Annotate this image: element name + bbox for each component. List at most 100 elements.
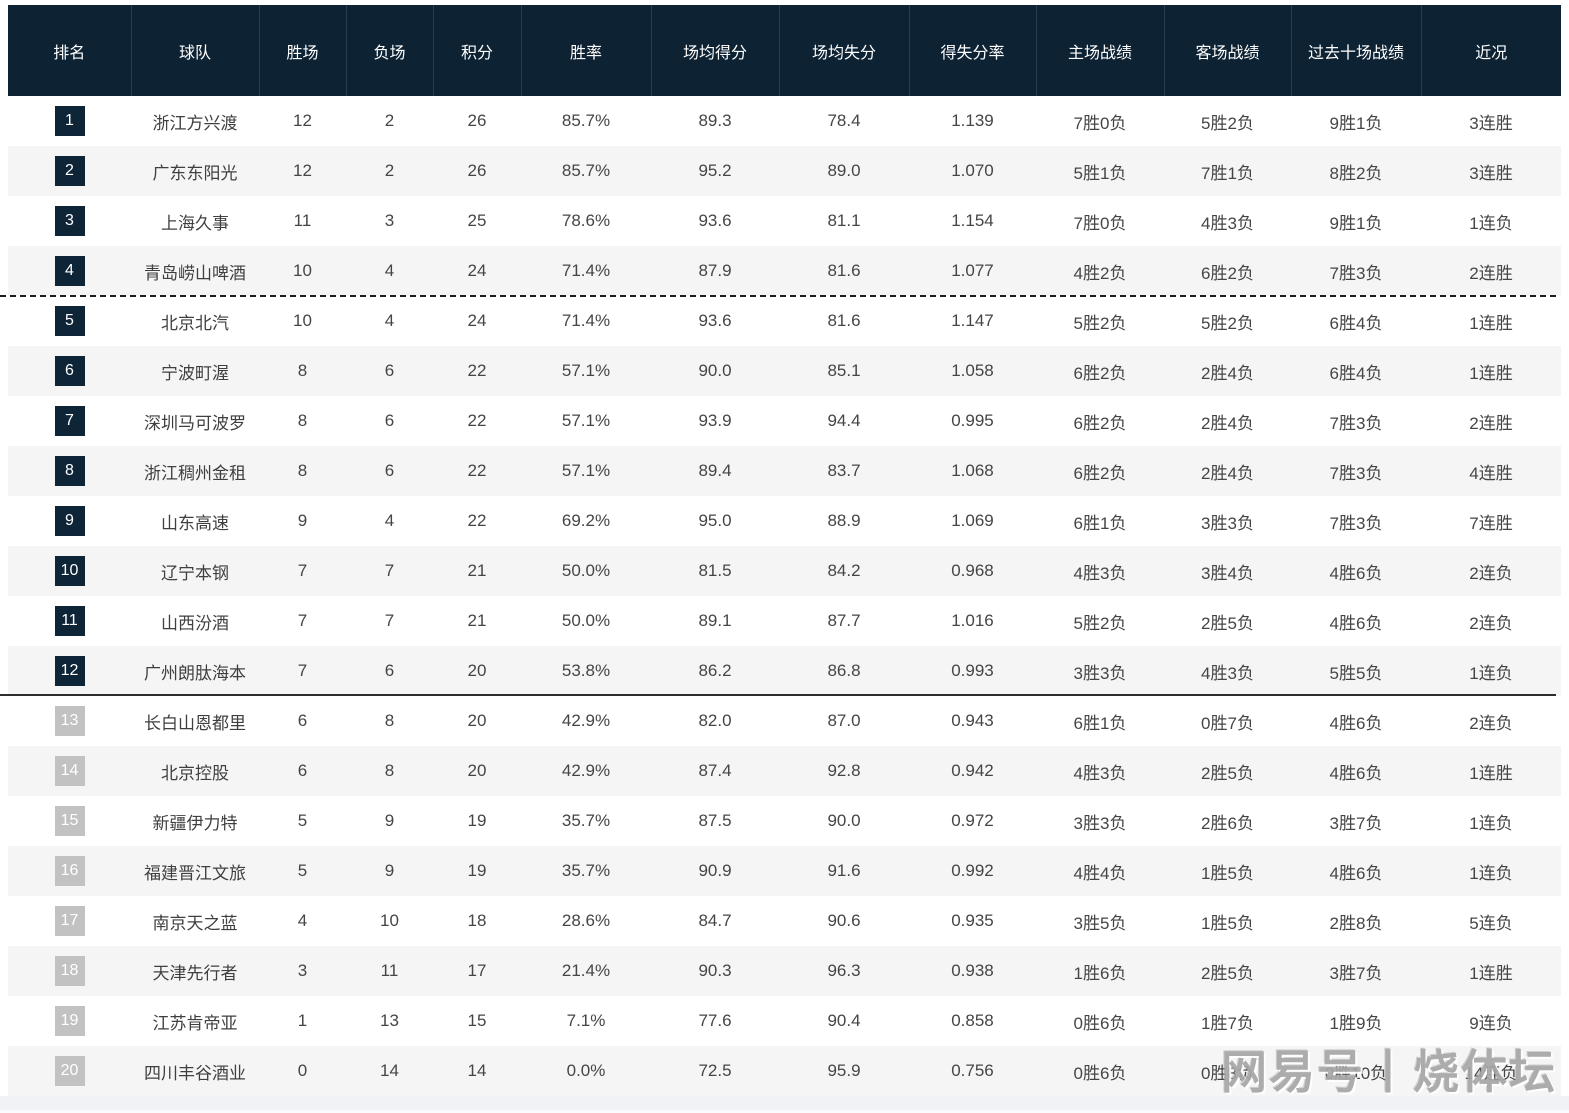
rank-badge: 11 [54,606,85,636]
score-ratio-value: 0.968 [951,561,994,580]
losses-value: 7 [384,561,395,580]
wins-value: 8 [297,361,308,380]
home-record: 7胜0负 [1073,213,1127,233]
wins-value: 3 [297,961,308,980]
win-rate-value: 57.1% [561,361,611,380]
score-ratio-value: 0.942 [951,761,994,780]
last-ten-record: 6胜4负 [1329,313,1383,333]
col-header-avg-for: 场均得分 [651,5,780,96]
avg-points-against: 88.9 [827,511,861,530]
table-row: 12 广州朗肽海本 7 6 20 53.8% 86.2 86.8 0.993 3… [8,646,1561,696]
recent-form: 2连胜 [1469,263,1513,283]
home-record: 6胜2负 [1073,463,1127,483]
rank-cell: 12 [8,646,131,696]
wins-value: 6 [297,761,308,780]
rank-cell: 3 [8,196,131,246]
score-ratio-value: 0.756 [951,1061,994,1080]
avg-points-against: 83.7 [827,461,861,480]
win-rate-value: 28.6% [561,911,611,930]
away-record: 2胜5负 [1201,963,1254,983]
recent-form: 2连负 [1469,713,1513,733]
team-name: 福建晋江文旅 [144,863,246,883]
team-name: 广州朗肽海本 [144,663,246,683]
rank-badge: 18 [54,956,85,986]
avg-points-against: 91.6 [827,861,861,880]
losses-value: 4 [384,311,395,330]
score-ratio-value: 1.070 [951,161,994,180]
rank-cell: 20 [8,1046,131,1096]
team-name: 辽宁本钢 [161,563,229,583]
win-rate-value: 7.1% [566,1011,606,1030]
points-value: 24 [467,311,487,330]
score-ratio-value: 0.858 [951,1011,994,1030]
team-name: 北京北汽 [161,313,229,333]
wins-value: 7 [297,661,308,680]
points-value: 17 [467,961,487,980]
score-ratio-value: 1.068 [951,461,994,480]
team-name: 新疆伊力特 [152,813,238,833]
losses-value: 7 [384,611,395,630]
home-record: 5胜2负 [1073,313,1127,333]
rank-cell: 13 [8,696,131,746]
win-rate-value: 42.9% [561,711,611,730]
points-value: 22 [467,411,487,430]
home-record: 0胜6负 [1073,1063,1127,1083]
team-name: 浙江方兴渡 [152,113,238,133]
home-record: 6胜2负 [1073,413,1127,433]
team-name: 浙江稠州金租 [144,463,246,483]
score-ratio-value: 1.016 [951,611,994,630]
away-record: 1胜5负 [1201,863,1254,883]
col-header-ratio: 得失分率 [909,5,1037,96]
avg-points-for: 84.7 [698,911,732,930]
away-record: 7胜1负 [1201,163,1254,183]
avg-points-for: 82.0 [698,711,732,730]
table-row: 20 四川丰谷酒业 0 14 14 0.0% 72.5 95.9 0.756 0… [8,1046,1561,1096]
away-record: 3胜4负 [1201,563,1254,583]
home-record: 4胜3负 [1073,763,1127,783]
avg-points-for: 87.4 [698,761,732,780]
score-ratio-value: 1.069 [951,511,994,530]
recent-form: 1连胜 [1469,763,1513,783]
last-ten-record: 7胜3负 [1329,463,1383,483]
wins-value: 0 [297,1061,308,1080]
away-record: 2胜6负 [1201,813,1254,833]
home-record: 6胜1负 [1073,713,1127,733]
win-rate-value: 21.4% [561,961,611,980]
wins-value: 6 [297,711,308,730]
home-record: 7胜0负 [1073,113,1127,133]
team-name: 北京控股 [161,763,229,783]
recent-form: 5连负 [1469,913,1513,933]
recent-form: 1连胜 [1469,963,1513,983]
avg-points-for: 90.3 [698,961,732,980]
losses-value: 4 [384,261,395,280]
avg-points-for: 72.5 [698,1061,732,1080]
rank-badge: 16 [54,856,85,886]
col-header-away: 客场战绩 [1164,5,1292,96]
rank-cell: 17 [8,896,131,946]
last-ten-record: 7胜3负 [1329,413,1383,433]
col-header-recent-form: 近况 [1421,5,1561,96]
recent-form: 1连胜 [1469,363,1513,383]
recent-form: 14连负 [1464,1063,1518,1083]
standings-body: 1 浙江方兴渡 12 2 26 85.7% 89.3 78.4 1.139 7胜… [8,96,1561,1096]
avg-points-for: 95.2 [698,161,732,180]
avg-points-against: 81.1 [827,211,861,230]
table-row: 10 辽宁本钢 7 7 21 50.0% 81.5 84.2 0.968 4胜3… [8,546,1561,596]
score-ratio-value: 0.935 [951,911,994,930]
away-record: 2胜5负 [1201,763,1254,783]
score-ratio-value: 0.992 [951,861,994,880]
avg-points-for: 95.0 [698,511,732,530]
wins-value: 4 [297,911,308,930]
avg-points-against: 87.7 [827,611,861,630]
away-record: 1胜5负 [1201,913,1254,933]
rank-badge: 10 [54,556,85,586]
rank-cell: 15 [8,796,131,846]
points-value: 26 [467,111,487,130]
last-ten-record: 9胜1负 [1329,113,1383,133]
last-ten-record: 3胜7负 [1329,963,1383,983]
losses-value: 6 [384,461,395,480]
rank-cell: 10 [8,546,131,596]
col-header-last-ten: 过去十场战绩 [1291,5,1422,96]
team-name: 青岛崂山啤酒 [144,263,246,283]
score-ratio-value: 1.058 [951,361,994,380]
